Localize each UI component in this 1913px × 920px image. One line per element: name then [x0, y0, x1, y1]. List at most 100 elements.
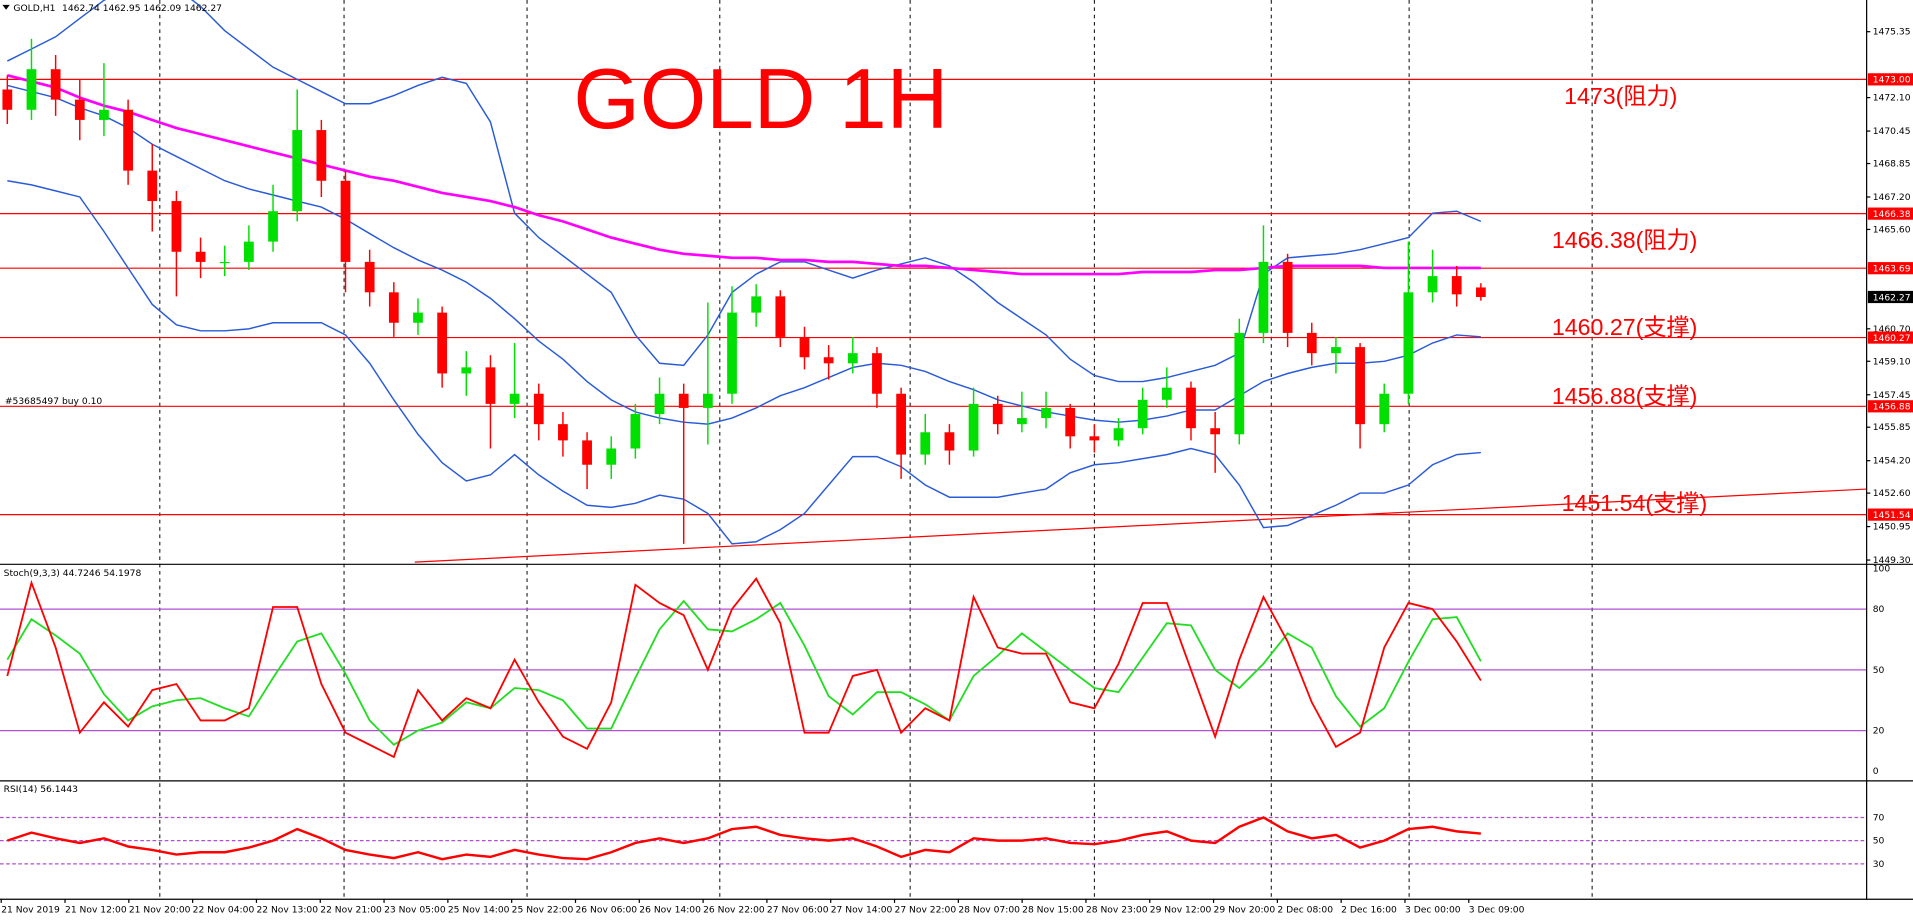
candle-body — [413, 312, 423, 323]
x-tick-label: 21 Nov 12:00 — [65, 906, 127, 916]
candle-body — [1451, 276, 1462, 295]
stoch-tick-label: 0 — [1873, 767, 1879, 777]
candle-body — [1379, 393, 1390, 425]
x-tick-label: 22 Nov 13:00 — [256, 906, 318, 916]
stoch-tick-label: 80 — [1873, 605, 1885, 615]
menu-arrow — [2, 4, 10, 10]
header-close: 1462.27 — [184, 4, 222, 14]
candle-body — [1017, 418, 1027, 425]
candle-body — [606, 448, 617, 465]
level-label-box — [1867, 508, 1913, 521]
candle-body — [147, 170, 158, 202]
current-price-label: 1462.27 — [1873, 293, 1911, 303]
candle-body — [968, 403, 979, 451]
level-label: 1460.27 — [1873, 334, 1911, 344]
rsi-tick-label: 70 — [1873, 814, 1885, 824]
level-label-box — [1867, 400, 1913, 413]
candle-body — [244, 241, 254, 262]
candle-body — [775, 296, 786, 337]
x-tick-label: 26 Nov 14:00 — [639, 906, 701, 916]
candle-body — [1089, 436, 1100, 441]
moving-average — [6, 74, 1481, 276]
current-price-box — [1867, 290, 1913, 304]
candle-body — [1065, 407, 1076, 437]
header-low: 1462.09 — [143, 4, 181, 14]
y-tick-label: 1460.70 — [1873, 325, 1911, 335]
candle-body — [727, 312, 737, 394]
candle-body — [992, 403, 1003, 425]
candle-body — [1427, 276, 1438, 293]
stoch-tick-label: 100 — [1873, 565, 1891, 575]
level-label-box — [1867, 331, 1913, 344]
level-label: 1473.00 — [1873, 76, 1911, 86]
candle-body — [50, 69, 61, 100]
trendline — [414, 488, 1867, 563]
header-high: 1462.95 — [103, 4, 141, 14]
candle-body — [219, 261, 230, 264]
candle-body — [99, 109, 109, 120]
stoch-tick-label: 20 — [1873, 727, 1885, 737]
x-tick-label: 26 Nov 22:00 — [703, 906, 765, 916]
candle-body — [582, 440, 592, 465]
level-label: 1463.69 — [1873, 264, 1911, 274]
x-tick-label: 21 Nov 2019 — [1, 906, 60, 916]
candle-body — [1475, 287, 1486, 297]
rsi-tick-label: 50 — [1873, 837, 1885, 847]
candle-body — [1041, 407, 1051, 419]
candle-body — [1282, 261, 1293, 333]
candle-body — [2, 89, 13, 110]
rsi-tick-label: 30 — [1873, 860, 1885, 870]
candle-body — [1186, 387, 1196, 429]
stoch-k-value: 44.7246 — [63, 569, 101, 579]
rsi-panel — [0, 816, 1867, 865]
level-note: 1456.88(支撑) — [1552, 383, 1698, 409]
x-tick-label: 3 Dec 09:00 — [1469, 906, 1525, 916]
candle-body — [316, 130, 327, 181]
x-tick-label: 3 Dec 00:00 — [1405, 906, 1461, 916]
y-tick-label: 1450.95 — [1873, 523, 1911, 533]
candle-body — [461, 367, 472, 374]
candle-body — [340, 180, 351, 262]
y-tick-label: 1468.85 — [1873, 160, 1911, 170]
x-tick-label: 25 Nov 14:00 — [448, 906, 510, 916]
y-tick-label: 1459.10 — [1873, 357, 1911, 367]
rsi-value: 56.1443 — [40, 785, 78, 795]
candle-body — [1210, 428, 1221, 435]
price-panel: 1473(阻力) 1466.38(阻力) 1460.27(支撑) 1456.88(支撑… — [0, 0, 1867, 563]
y-tick-label: 1467.20 — [1873, 193, 1911, 203]
candle-body — [1258, 261, 1269, 333]
bollinger-lower — [7, 180, 1481, 545]
level-label-box — [1867, 262, 1913, 275]
level-note: 1466.38(阻力) — [1552, 227, 1698, 253]
rsi-plot — [0, 816, 1867, 865]
stoch-d-value: 54.1978 — [103, 569, 141, 579]
x-tick-label: 25 Nov 22:00 — [512, 906, 574, 916]
candle-body — [1355, 347, 1365, 425]
stoch-d-line — [6, 599, 1482, 746]
level-label: 1466.38 — [1873, 210, 1911, 220]
x-tick-label: 26 Nov 06:00 — [575, 906, 637, 916]
level-label: 1451.54 — [1873, 511, 1911, 521]
level-label-box — [1867, 207, 1913, 220]
candle-body — [171, 201, 182, 252]
stoch-k-line — [6, 577, 1482, 759]
candle-body — [823, 357, 834, 364]
candle-body — [485, 367, 496, 404]
candle-body — [896, 393, 906, 455]
symbol: GOLD,H1 — [13, 4, 55, 14]
x-tick-label: 2 Dec 16:00 — [1341, 906, 1397, 916]
stoch-plot — [0, 577, 1867, 759]
x-tick-label: 27 Nov 22:00 — [895, 906, 957, 916]
candle-body — [1306, 332, 1317, 354]
y-tick-label: 1457.45 — [1873, 391, 1911, 401]
x-tick-label: 22 Nov 04:00 — [193, 906, 255, 916]
candle-body — [364, 261, 375, 293]
x-tick-label: 22 Nov 21:00 — [320, 906, 382, 916]
candle-body — [195, 251, 206, 262]
stoch-tick-label: 50 — [1873, 666, 1885, 676]
level-label-box — [1867, 73, 1913, 86]
candle-body — [437, 312, 448, 374]
